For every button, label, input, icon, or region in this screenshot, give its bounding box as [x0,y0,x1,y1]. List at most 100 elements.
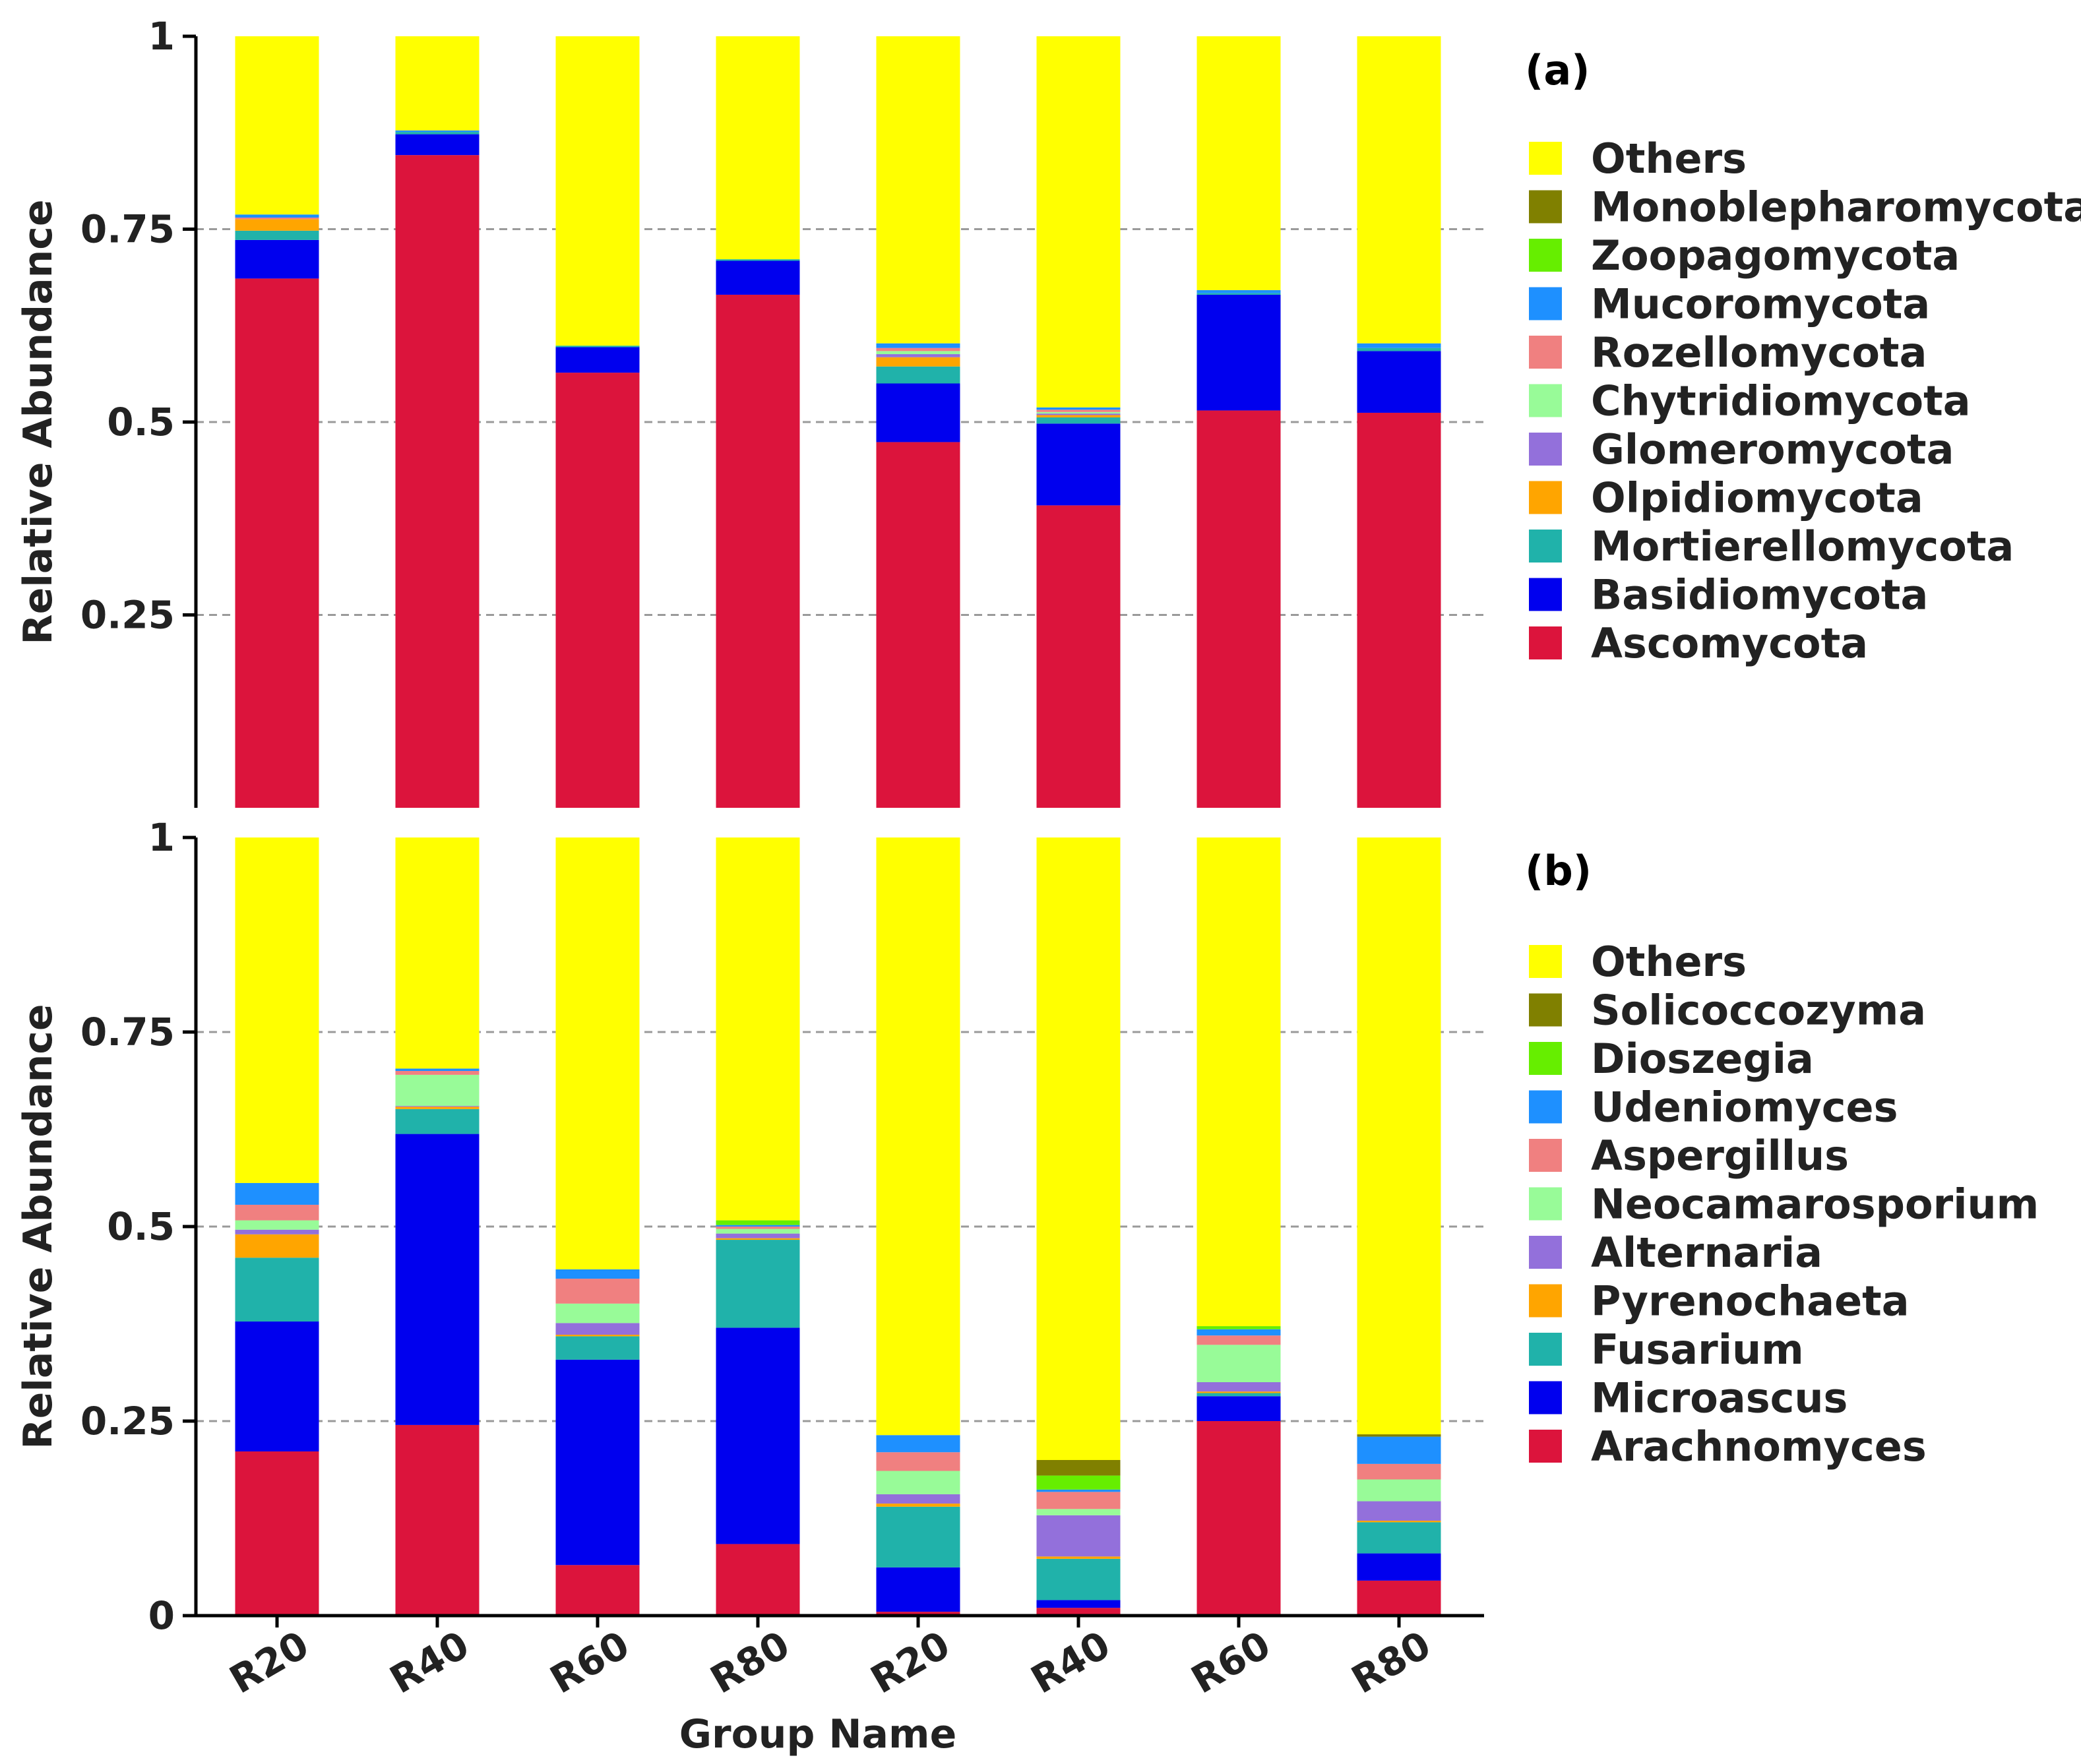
y-axis-title: Relative Abundance [15,1004,61,1449]
legend-label-rozellomycota: Rozellomycota [1591,328,1927,377]
x-axis-title: Group Name [679,1711,957,1757]
bar-segment-pyrenochaeta-8 [1357,1521,1441,1523]
bar-segment-udeniomyces-1 [235,1182,319,1205]
legend-swatch-arachnomyces [1529,1430,1562,1463]
x-tick-label-5: R20 [863,1622,958,1703]
legend-swatch-ascomycota [1529,626,1562,659]
bar-segment-microascus-3 [555,1359,640,1566]
x-tick-label-4: R80 [703,1622,797,1703]
bar-segment-mortierellomycota-7 [1196,293,1281,295]
bar-segment-microascus-4 [716,1327,800,1544]
legend-label-microascus: Microascus [1591,1374,1848,1422]
bar-segment-udeniomyces-8 [1357,1436,1441,1464]
y-axis-title: Relative Abundance [15,199,61,644]
bar-segment-others-8 [1357,36,1441,344]
legend-label-arachnomyces: Arachnomyces [1591,1422,1927,1471]
bar-segment-others-4 [716,837,800,1221]
bar-segment-dioszegia-7 [1196,1326,1281,1329]
bar-segment-aspergillus-6 [1036,1492,1121,1509]
bar-segment-olpidiomycota-6 [1036,415,1121,417]
x-tick-label-7: R60 [1184,1622,1278,1703]
panel-b-chart: R20 R40 R60 R80 R20 R40 R60 R80 0 0.25 0.5 0.75 1 Gro… [15,815,2039,1757]
bar-segment-fusarium-6 [1036,1558,1121,1600]
bar-segment-pyrenochaeta-6 [1036,1556,1121,1559]
legend-swatch-mortierellomycota [1529,530,1562,563]
bar-segment-olpidiomycota-5 [876,357,960,367]
bar-segment-rozellomycota-5 [876,348,960,351]
bar-segment-alternaria-4 [716,1233,800,1238]
legend-label-mucoromycota: Mucoromycota [1591,280,1930,328]
legend-label-others: Others [1591,938,1747,986]
bar-segment-arachnomyces-1 [235,1451,319,1616]
bar-segment-basidiomycota-3 [555,347,640,373]
bar-segment-fusarium-4 [716,1240,800,1328]
bar-segment-arachnomyces-4 [716,1544,800,1616]
bar-segment-mortierellomycota-6 [1036,417,1121,424]
legend-swatch-others [1529,142,1562,175]
bar-segment-basidiomycota-4 [716,260,800,295]
bar-segment-chytridiomycota-6 [1036,411,1121,414]
legend-swatch-others [1529,945,1562,978]
legend-swatch-solicoccozyma [1529,993,1562,1027]
bar-segment-microascus-8 [1357,1553,1441,1581]
bar-segment-arachnomyces-5 [876,1612,960,1616]
legend-swatch-zoopagomycota [1529,239,1562,272]
bar-segment-mucoromycota-8 [1357,343,1441,348]
x-tick-label-6: R40 [1024,1622,1118,1703]
bar-segment-neocamarosporium-7 [1196,1345,1281,1382]
y-tick-label-3: 0.75 [80,1010,175,1054]
bar-segment-arachnomyces-6 [1036,1608,1121,1616]
legend-swatch-glomeromycota [1529,433,1562,466]
bar-segment-alternaria-3 [555,1323,640,1335]
legend-label-pyrenochaeta: Pyrenochaeta [1591,1277,1910,1325]
bar-segment-pyrenochaeta-3 [555,1335,640,1337]
bar-segment-rozellomycota-6 [1036,410,1121,412]
bar-segment-chytridiomycota-5 [876,351,960,355]
bar-segment-basidiomycota-5 [876,383,960,442]
legend-label-fusarium: Fusarium [1591,1325,1804,1374]
legend-label-zoopagomycota: Zoopagomycota [1591,231,1960,280]
bar-segment-mortierellomycota-4 [716,259,800,261]
bar-segment-others-8 [1357,837,1441,1435]
bar-segment-ascomycota-6 [1036,505,1121,808]
bar-segment-basidiomycota-8 [1357,351,1441,413]
legend-swatch-rozellomycota [1529,336,1562,369]
legend-label-olpidiomycota: Olpidiomycota [1591,474,1923,522]
bar-segment-others-1 [235,837,319,1183]
bar-segment-arachnomyces-2 [395,1424,480,1616]
bar-segment-microascus-2 [395,1134,480,1425]
bar-segment-ascomycota-8 [1357,412,1441,808]
bar-segment-ascomycota-3 [555,373,640,808]
legend-label-others: Others [1591,135,1747,183]
bar-segment-solicoccozyma-8 [1357,1434,1441,1437]
legend-label-solicoccozyma: Solicoccozyma [1591,987,1926,1035]
bar-segment-aspergillus-2 [395,1071,480,1075]
bar-segment-neocamarosporium-2 [395,1074,480,1107]
bar-segment-alternaria-1 [235,1229,319,1234]
bar-segment-pyrenochaeta-5 [876,1504,960,1507]
bar-segment-fusarium-3 [555,1336,640,1360]
bar-segment-dioszegia-4 [716,1220,800,1225]
x-tick-label-1: R20 [222,1622,317,1703]
bar-segment-others-5 [876,837,960,1436]
bar-segment-mortierellomycota-2 [395,132,480,135]
legend-swatch-aspergillus [1529,1139,1562,1172]
panel-label: (a) [1525,46,1590,94]
bar-segment-others-2 [395,36,480,131]
bar-segment-others-7 [1196,837,1281,1327]
bar-segment-others-7 [1196,36,1281,290]
bar-segment-mucoromycota-2 [395,130,480,133]
y-tick-label-1: 0.25 [80,1399,175,1444]
bar-segment-mortierellomycota-5 [876,366,960,384]
bar-segment-olpidiomycota-1 [235,219,319,231]
legend-label-ascomycota: Ascomycota [1591,619,1868,667]
bar-segment-others-6 [1036,36,1121,408]
bar-segment-ascomycota-1 [235,278,319,808]
legend-label-neocamarosporium: Neocamarosporium [1591,1180,2039,1229]
bar-segment-mucoromycota-7 [1196,289,1281,293]
y-tick-label-4: 1 [148,815,175,860]
y-tick-label-2: 0.75 [80,207,175,252]
bar-segment-dioszegia-6 [1036,1475,1121,1490]
bar-segment-glomeromycota-6 [1036,413,1121,415]
legend-swatch-pyrenochaeta [1529,1284,1562,1318]
